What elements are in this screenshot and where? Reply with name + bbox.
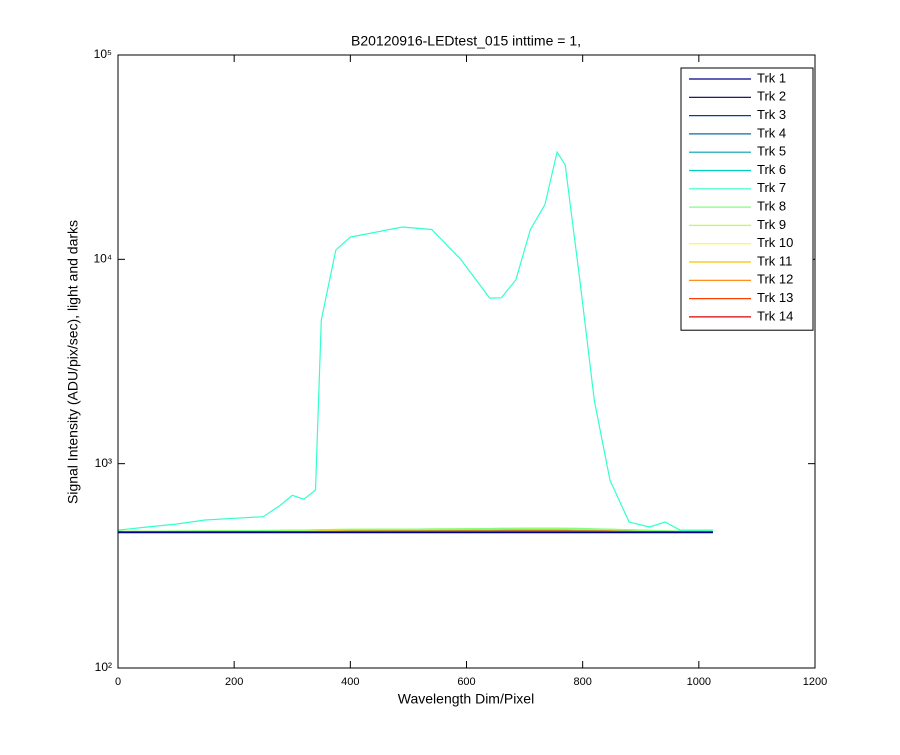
y-tick-label: 10³: [95, 456, 112, 470]
legend-label: Trk 5: [757, 144, 786, 159]
x-tick-label: 1200: [803, 676, 827, 688]
x-tick-label: 600: [457, 676, 475, 688]
legend-label: Trk 4: [757, 125, 786, 140]
x-tick-label: 800: [573, 676, 591, 688]
legend-label: Trk 10: [757, 235, 793, 250]
legend-label: Trk 11: [757, 253, 792, 268]
y-tick-label: 10⁵: [94, 47, 112, 61]
x-tick-label: 200: [225, 676, 243, 688]
legend-label: Trk 13: [757, 290, 793, 305]
x-tick-label: 0: [115, 676, 121, 688]
legend-label: Trk 1: [757, 70, 786, 85]
chart-title: B20120916-LEDtest_015 inttime = 1,: [351, 33, 581, 49]
legend-label: Trk 6: [757, 162, 786, 177]
legend-label: Trk 14: [757, 308, 793, 323]
y-tick-label: 10²: [95, 660, 112, 674]
x-tick-label: 1000: [687, 676, 711, 688]
legend-label: Trk 3: [757, 107, 786, 122]
y-tick-label: 10⁴: [93, 252, 112, 266]
x-tick-label: 400: [341, 676, 359, 688]
legend-label: Trk 2: [757, 89, 786, 104]
x-axis-label: Wavelength Dim/Pixel: [398, 691, 534, 707]
y-axis-label: Signal Intensity (ADU/pix/sec), light an…: [65, 220, 81, 504]
legend-label: Trk 7: [757, 180, 786, 195]
legend-label: Trk 9: [757, 217, 786, 232]
legend-label: Trk 12: [757, 272, 793, 287]
legend-label: Trk 8: [757, 199, 786, 214]
